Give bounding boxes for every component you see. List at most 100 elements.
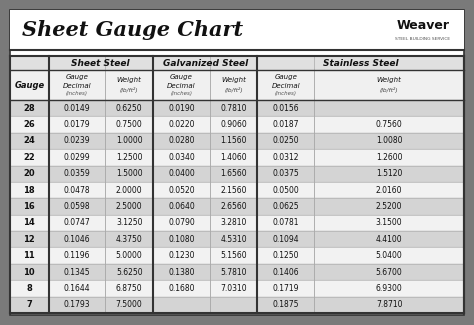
- Text: Gauge: Gauge: [14, 81, 45, 89]
- Text: 5.0400: 5.0400: [376, 251, 402, 260]
- Text: 0.0375: 0.0375: [273, 169, 299, 178]
- Bar: [10, 56, 464, 70]
- Text: 2.0160: 2.0160: [376, 186, 402, 195]
- Text: 12: 12: [23, 235, 35, 244]
- Text: 0.1680: 0.1680: [168, 284, 195, 293]
- Text: Weight: Weight: [377, 77, 401, 83]
- Text: 5.1560: 5.1560: [220, 251, 247, 260]
- Text: 0.1230: 0.1230: [168, 251, 195, 260]
- Text: 0.0312: 0.0312: [273, 153, 299, 162]
- Text: (inches): (inches): [66, 92, 88, 97]
- Text: 4.5310: 4.5310: [220, 235, 247, 244]
- Bar: [10, 247, 464, 264]
- Text: STEEL BUILDING SERVICE: STEEL BUILDING SERVICE: [395, 37, 450, 41]
- Text: Gauge: Gauge: [274, 73, 297, 80]
- Text: 5.6250: 5.6250: [116, 267, 143, 277]
- Text: 6.9300: 6.9300: [376, 284, 402, 293]
- Text: 7.0310: 7.0310: [220, 284, 247, 293]
- Text: 1.0080: 1.0080: [376, 136, 402, 146]
- Text: 10: 10: [24, 267, 35, 277]
- Text: 0.0400: 0.0400: [168, 169, 195, 178]
- Text: 0.0340: 0.0340: [168, 153, 195, 162]
- Bar: [10, 149, 464, 165]
- Text: Decimal: Decimal: [63, 83, 91, 89]
- Bar: [10, 100, 464, 116]
- Text: 0.1406: 0.1406: [273, 267, 299, 277]
- Text: 0.0239: 0.0239: [64, 136, 90, 146]
- Text: 0.1380: 0.1380: [168, 267, 195, 277]
- Text: 0.9060: 0.9060: [220, 120, 247, 129]
- Text: Gauge: Gauge: [170, 73, 193, 80]
- Text: 26: 26: [23, 120, 35, 129]
- Bar: [10, 280, 464, 297]
- Text: 4.3750: 4.3750: [116, 235, 143, 244]
- Text: 16: 16: [23, 202, 35, 211]
- Text: 1.5000: 1.5000: [116, 169, 143, 178]
- Text: 1.4060: 1.4060: [220, 153, 247, 162]
- Text: 0.0220: 0.0220: [168, 120, 195, 129]
- Text: 0.0190: 0.0190: [168, 104, 195, 113]
- Text: 0.0478: 0.0478: [64, 186, 90, 195]
- Text: 0.7560: 0.7560: [376, 120, 402, 129]
- Text: 2.0000: 2.0000: [116, 186, 143, 195]
- Text: 0.0640: 0.0640: [168, 202, 195, 211]
- Text: 0.1793: 0.1793: [64, 300, 90, 309]
- Text: 3.1500: 3.1500: [376, 218, 402, 227]
- Text: 0.0187: 0.0187: [273, 120, 299, 129]
- Bar: [10, 133, 464, 149]
- Text: 1.2600: 1.2600: [376, 153, 402, 162]
- Text: 0.1644: 0.1644: [64, 284, 90, 293]
- Text: 20: 20: [24, 169, 35, 178]
- Text: 1.0000: 1.0000: [116, 136, 143, 146]
- Text: (lb/ft²): (lb/ft²): [380, 87, 399, 93]
- Text: 0.0790: 0.0790: [168, 218, 195, 227]
- Text: 0.0179: 0.0179: [64, 120, 90, 129]
- Text: 0.0500: 0.0500: [273, 186, 299, 195]
- Text: 3.2810: 3.2810: [220, 218, 247, 227]
- Bar: [10, 297, 464, 313]
- Text: 0.1719: 0.1719: [273, 284, 299, 293]
- Text: 0.1094: 0.1094: [273, 235, 299, 244]
- Text: 8: 8: [27, 284, 32, 293]
- Text: 5.0000: 5.0000: [116, 251, 143, 260]
- Text: 0.0250: 0.0250: [273, 136, 299, 146]
- Text: (inches): (inches): [170, 92, 192, 97]
- Text: 0.0280: 0.0280: [168, 136, 195, 146]
- Text: 2.1560: 2.1560: [220, 186, 247, 195]
- Text: 0.0598: 0.0598: [64, 202, 90, 211]
- Text: Decimal: Decimal: [167, 83, 196, 89]
- Text: 0.1046: 0.1046: [64, 235, 90, 244]
- Bar: [10, 10, 464, 50]
- Bar: [10, 165, 464, 182]
- Text: 0.1875: 0.1875: [273, 300, 299, 309]
- Bar: [10, 198, 464, 215]
- Bar: [10, 215, 464, 231]
- Text: 7.5000: 7.5000: [116, 300, 143, 309]
- Bar: [10, 231, 464, 247]
- Text: 0.0299: 0.0299: [64, 153, 90, 162]
- Text: 1.5120: 1.5120: [376, 169, 402, 178]
- Text: Weight: Weight: [221, 77, 246, 83]
- Text: 0.6250: 0.6250: [116, 104, 143, 113]
- Text: Weaver: Weaver: [397, 19, 450, 32]
- Text: Sheet Gauge Chart: Sheet Gauge Chart: [22, 20, 243, 40]
- Bar: [10, 264, 464, 280]
- Text: Stainless Steel: Stainless Steel: [323, 58, 399, 68]
- Text: 1.2500: 1.2500: [116, 153, 142, 162]
- Text: 7: 7: [27, 300, 32, 309]
- Text: 0.7810: 0.7810: [220, 104, 247, 113]
- Text: 0.0625: 0.0625: [273, 202, 299, 211]
- Text: (inches): (inches): [275, 92, 297, 97]
- Text: (lb/ft²): (lb/ft²): [120, 87, 138, 93]
- Text: 5.6700: 5.6700: [376, 267, 402, 277]
- Text: 11: 11: [23, 251, 35, 260]
- Text: 0.1345: 0.1345: [64, 267, 90, 277]
- Text: 3.1250: 3.1250: [116, 218, 142, 227]
- Text: 0.0359: 0.0359: [64, 169, 91, 178]
- Text: 28: 28: [24, 104, 35, 113]
- Text: 2.5200: 2.5200: [376, 202, 402, 211]
- Text: 5.7810: 5.7810: [220, 267, 247, 277]
- Text: 18: 18: [24, 186, 35, 195]
- Text: Galvanized Steel: Galvanized Steel: [163, 58, 248, 68]
- Text: 4.4100: 4.4100: [376, 235, 402, 244]
